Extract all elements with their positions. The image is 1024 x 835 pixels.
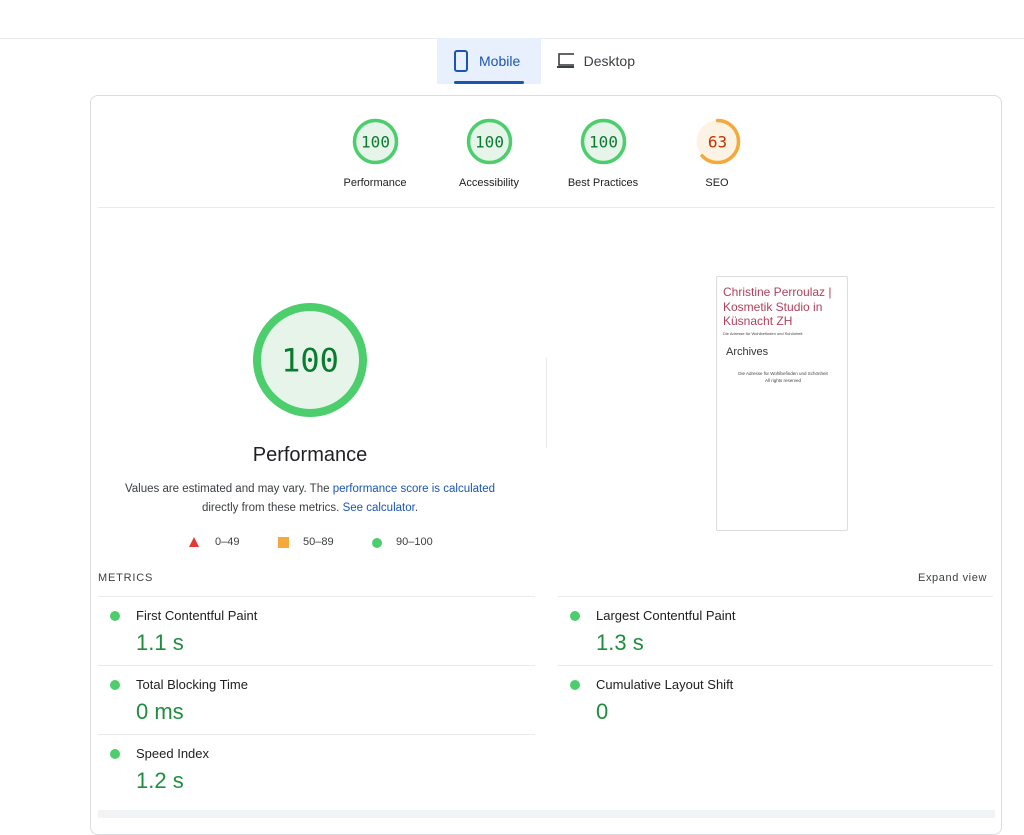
gauge-label: Accessibility (459, 177, 519, 189)
gauge-arc (466, 118, 512, 164)
metrics-heading: METRICS (98, 572, 154, 584)
preview-footer-text: All rights reserved (764, 378, 801, 383)
preview-footer: Die Adresse für Wohlbefinden und Schönhe… (717, 370, 849, 384)
gauge-fill (468, 120, 510, 162)
description: Values are estimated and may vary. The p… (110, 480, 510, 518)
gauge-label: Performance (343, 177, 407, 189)
metric-dot (110, 680, 120, 690)
row-divider (98, 596, 535, 597)
legend-label: 90–100 (396, 536, 433, 548)
mobile-tab[interactable]: Mobile (437, 38, 541, 84)
gauge: 100 (466, 118, 512, 164)
metric-name: Largest Contentful Paint (596, 608, 736, 623)
page: Mobile Desktop 100 Performance 100 Accessib… (0, 38, 1024, 835)
gauge-score: 100 (475, 132, 504, 151)
gauge-score: 100 (589, 132, 618, 151)
gauge-fill (696, 120, 738, 162)
gauge: 100 (253, 303, 367, 417)
metric-name: Total Blocking Time (136, 677, 248, 692)
desktop-icon (557, 53, 574, 68)
gauge: 100 (352, 118, 398, 164)
tab-label: Desktop (583, 53, 635, 69)
gauge-score: 100 (281, 342, 339, 380)
legend-label: 50–89 (303, 536, 334, 548)
legend-average (278, 537, 289, 548)
desc-link[interactable]: See calculator (342, 502, 415, 514)
gauge-arc (352, 118, 398, 164)
tab-label: Mobile (479, 53, 521, 69)
preview-heading: Archives (726, 346, 769, 358)
gauge-score: 63 (707, 132, 726, 151)
metric-name: First Contentful Paint (136, 608, 258, 623)
metric-value: 1.3 s (596, 630, 644, 655)
gauge-fill (257, 307, 363, 413)
preview-tagline: Die Adresse für Wohlbefinden und Schönhe… (723, 331, 803, 336)
desc-text: . (414, 502, 419, 514)
vertical-divider (546, 358, 547, 448)
page-screenshot: Christine Perroulaz | Kosmetik Studio in… (716, 276, 848, 531)
gauge-label: Best Practices (567, 177, 639, 189)
metric-value: 0 (596, 699, 609, 724)
bottom-bar (98, 810, 995, 818)
gauge-label: SEO (705, 177, 729, 189)
row-divider (98, 734, 535, 735)
metric-dot (110, 749, 120, 759)
tab-indicator (454, 81, 524, 84)
divider (98, 207, 995, 208)
gauge-arc (253, 303, 367, 417)
gauge: 63 (694, 118, 740, 164)
row-divider (98, 665, 535, 666)
metric-dot (570, 680, 580, 690)
metric-value: 1.1 s (136, 630, 184, 655)
gauge-arc (694, 118, 740, 164)
metric-dot (110, 611, 120, 621)
metric-value: 0 ms (136, 699, 184, 724)
legend-pass (372, 538, 382, 548)
expand-view[interactable]: Expand view (918, 572, 987, 584)
metric-name: Cumulative Layout Shift (596, 677, 734, 692)
legend-fail (189, 537, 199, 547)
metric-name: Speed Index (136, 746, 210, 761)
metric-value: 1.2 s (136, 768, 184, 793)
metric-dot (570, 611, 580, 621)
main-title: Performance (252, 444, 368, 466)
row-divider (558, 665, 993, 666)
mobile-icon (454, 50, 468, 72)
preview-title: Christine Perroulaz | Kosmetik Studio in… (723, 285, 832, 328)
gauge-score: 100 (361, 132, 390, 151)
desc-link[interactable]: performance score is calculated (332, 483, 496, 495)
legend-label: 0–49 (215, 536, 240, 548)
row-divider (558, 596, 993, 597)
desc-text: Values are estimated and may vary. The (124, 483, 333, 495)
desktop-tab[interactable]: Desktop (541, 38, 651, 84)
desc-text: directly from these metrics. (201, 502, 343, 514)
preview-footer-text: Die Adresse für Wohlbefinden und Schönhe… (738, 371, 828, 376)
gauge-arc (580, 118, 626, 164)
gauge-fill (582, 120, 624, 162)
gauge-fill (354, 120, 396, 162)
gauge: 100 (580, 118, 626, 164)
